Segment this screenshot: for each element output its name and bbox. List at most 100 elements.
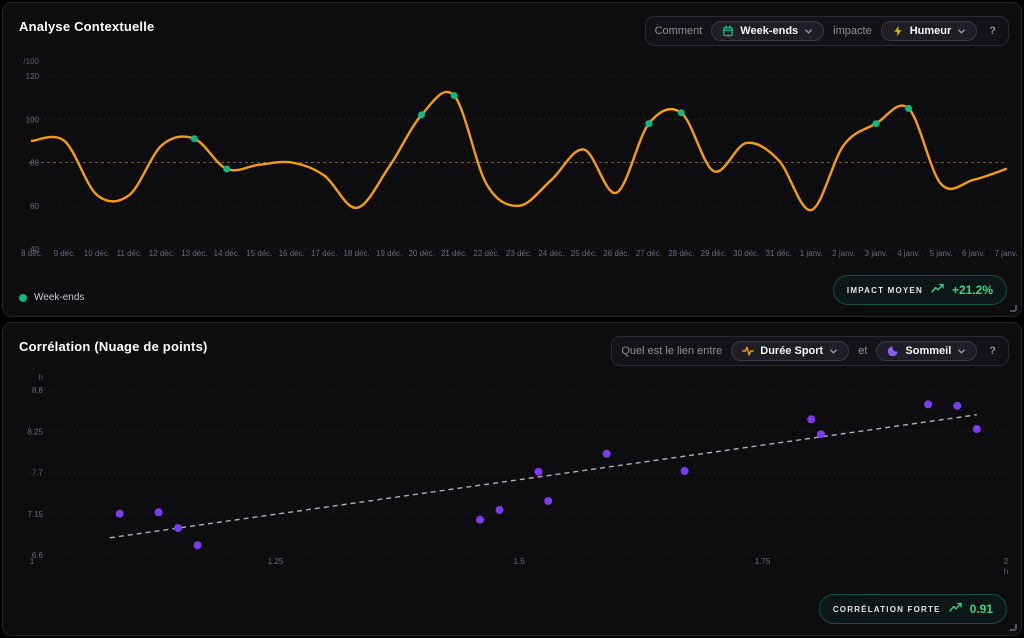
chevron-down-icon: [829, 347, 838, 356]
correlation-badge-label: CORRÉLATION FORTE: [832, 604, 941, 614]
y-tick-label: 120: [26, 72, 40, 81]
correlation-panel: 8.8 8.25 7.7 7.15 6.6 h 1 1.25 1.5 1.75 2 h Corréla…: [2, 322, 1022, 636]
x-tick-label: 21 déc.: [441, 249, 467, 258]
context-chart-canvas: 120 100 80 60 40/100 8 déc. 9 déc. 10 déc. 11 dé…: [21, 57, 1018, 258]
weekend-dot[interactable]: [450, 92, 458, 99]
y-tick-label: 60: [30, 202, 39, 211]
sommeil-selector-label: Sommeil: [905, 345, 952, 357]
x-tick-label: 11 déc.: [117, 249, 143, 258]
scatter-point[interactable]: [193, 541, 202, 550]
x-tick-label: 23 déc.: [506, 249, 532, 258]
resize-handle[interactable]: [1010, 305, 1017, 312]
y-axis-unit: h: [39, 373, 43, 382]
scatter-point[interactable]: [544, 497, 553, 505]
scatter-point[interactable]: [924, 400, 933, 409]
contextual-controls: Comment Week-ends imp: [644, 16, 1009, 46]
x-tick-label: 2: [1004, 557, 1009, 566]
x-tick-label: 1.75: [755, 557, 771, 566]
resize-handle[interactable]: [1010, 624, 1017, 631]
scatter-point[interactable]: [534, 467, 543, 476]
x-tick-label: 13 déc.: [181, 249, 207, 258]
et-label: et: [858, 345, 868, 357]
x-tick-label: 10 déc.: [84, 249, 110, 258]
activity-icon: [742, 345, 755, 357]
x-tick-label: 27 déc.: [636, 249, 662, 258]
scatter-point[interactable]: [174, 524, 183, 532]
help-button[interactable]: ?: [986, 25, 999, 37]
comment-label: Comment: [654, 25, 703, 37]
x-tick-label: 16 déc.: [279, 249, 305, 258]
correlation-badge-value: 0.91: [969, 602, 993, 616]
scatter-point[interactable]: [972, 425, 981, 433]
x-tick-label: 25 déc.: [571, 249, 597, 258]
chevron-down-icon: [804, 27, 813, 36]
scatter-point[interactable]: [680, 467, 689, 475]
x-tick-label: 2 janv.: [832, 249, 855, 258]
scatter-point[interactable]: [495, 506, 504, 514]
x-tick-label: 7 janv.: [995, 249, 1018, 258]
chevron-down-icon: [957, 347, 966, 356]
legend-weekends-dot: [19, 293, 27, 302]
contextual-header: Analyse Contextuelle Comment Week-ends: [3, 3, 1021, 46]
x-tick-label: 14 déc.: [214, 249, 240, 258]
x-tick-label: 18 déc.: [344, 249, 370, 258]
y-tick-label: 80: [30, 159, 39, 168]
contextual-analysis-panel: 120 100 80 60 40/100 8 déc. 9 déc. 10 déc. 11 dé…: [2, 2, 1022, 317]
x-axis-unit: h: [1004, 567, 1008, 576]
scatter-point[interactable]: [115, 509, 124, 518]
x-tick-label: 24 déc.: [538, 249, 564, 258]
sommeil-selector[interactable]: Sommeil: [876, 341, 978, 361]
weekends-selector[interactable]: Week-ends: [711, 21, 825, 41]
scatter-point[interactable]: [602, 449, 611, 458]
x-tick-label: 4 janv.: [897, 249, 920, 258]
weekend-dot[interactable]: [872, 120, 880, 128]
x-tick-label: 1: [30, 557, 35, 566]
weekends-selector-label: Week-ends: [740, 25, 799, 37]
x-tick-label: 20 déc.: [408, 249, 434, 258]
correlation-badge: CORRÉLATION FORTE 0.91: [818, 594, 1007, 624]
impact-badge-label: IMPACT MOYEN: [846, 285, 923, 295]
mood-line: [30, 90, 1008, 212]
legend: Week-ends: [19, 292, 84, 303]
x-tick-label: 5 janv.: [930, 249, 953, 258]
trend-line: [109, 414, 977, 539]
weekend-dot[interactable]: [190, 135, 198, 143]
humeur-selector[interactable]: Humeur: [880, 21, 978, 41]
scatter-point[interactable]: [476, 515, 484, 524]
x-tick-label: 12 déc.: [149, 249, 175, 258]
x-tick-label: 1 janv.: [800, 249, 823, 258]
duree-sport-selector-label: Durée Sport: [760, 345, 824, 357]
weekend-dot[interactable]: [905, 104, 913, 112]
page-title: Analyse Contextuelle: [19, 19, 155, 34]
x-tick-label: 17 déc.: [311, 249, 337, 258]
x-tick-label: 26 déc.: [603, 249, 629, 258]
x-tick-label: 19 déc.: [376, 249, 402, 258]
correlation-controls: Quel est le lien entre Durée Sport et: [611, 336, 1009, 366]
weekend-dot[interactable]: [645, 120, 653, 128]
y-tick-label: 40: [30, 245, 39, 254]
trending-up-icon: [931, 281, 944, 299]
weekend-dot[interactable]: [223, 165, 231, 173]
trending-up-icon: [948, 600, 962, 618]
y-tick-label: 8.8: [32, 386, 44, 395]
duree-sport-selector[interactable]: Durée Sport: [731, 341, 850, 361]
y-tick-label: 8.25: [27, 427, 43, 436]
x-tick-label: 15 déc.: [246, 249, 272, 258]
correlation-chart-canvas: 8.88.257.77.156.6h1 1.25 1.5 1.75 2h: [27, 373, 1009, 576]
x-tick-label: 1.5: [513, 557, 525, 566]
scatter-point[interactable]: [807, 415, 816, 424]
y-tick-label: 100: [26, 115, 40, 124]
weekend-dot[interactable]: [418, 111, 426, 119]
x-tick-label: 3 janv.: [865, 249, 888, 258]
y-tick-label: 7.15: [27, 510, 43, 519]
help-button[interactable]: ?: [986, 345, 999, 357]
legend-weekends-label: Week-ends: [34, 292, 85, 303]
humeur-selector-label: Humeur: [909, 25, 952, 37]
weekend-dot[interactable]: [677, 109, 685, 117]
correlation-title: Corrélation (Nuage de points): [19, 339, 208, 354]
x-tick-label: 8 déc.: [21, 249, 43, 258]
scatter-point[interactable]: [154, 508, 163, 517]
scatter-point[interactable]: [816, 430, 825, 439]
scatter-point[interactable]: [953, 401, 962, 410]
y-axis-unit: /100: [23, 57, 39, 66]
